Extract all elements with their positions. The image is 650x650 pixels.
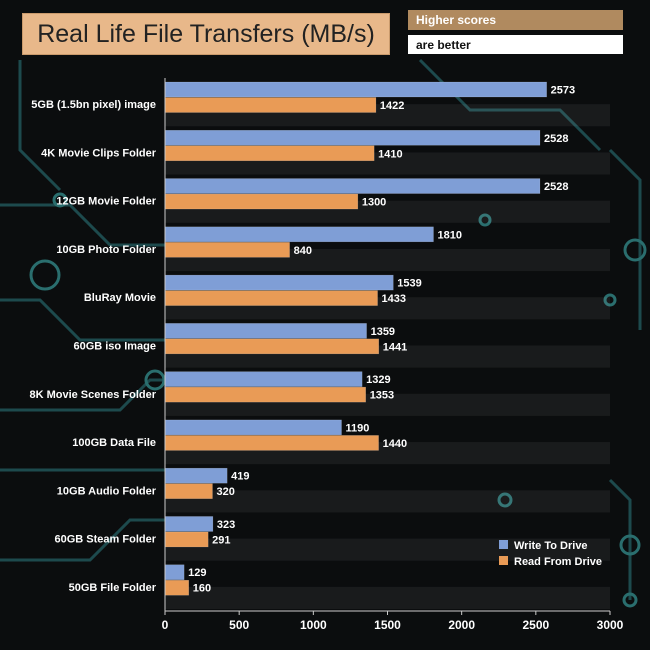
data-label: 129 xyxy=(188,567,206,579)
data-label: 1329 xyxy=(366,374,390,386)
data-label: 1300 xyxy=(362,197,386,209)
write-bar xyxy=(164,274,394,291)
category-label: 100GB Data File xyxy=(72,437,156,449)
data-label: 2528 xyxy=(544,181,568,193)
circuit-node xyxy=(497,492,513,508)
circuit-trace xyxy=(18,60,62,192)
data-label: 1810 xyxy=(437,229,461,241)
read-bar xyxy=(164,242,290,258)
data-label: 160 xyxy=(193,583,211,595)
x-tick-label: 1500 xyxy=(374,618,401,632)
row-band xyxy=(165,490,610,513)
write-bar xyxy=(164,130,541,146)
write-bar xyxy=(164,226,434,243)
write-bar xyxy=(164,81,547,98)
write-bar xyxy=(164,371,363,387)
data-label: 1539 xyxy=(397,278,421,290)
x-tick-label: 3000 xyxy=(597,618,624,632)
write-bar xyxy=(164,467,228,484)
circuit-node xyxy=(623,238,647,262)
category-label: BluRay Movie xyxy=(84,292,156,304)
circuit-node xyxy=(622,592,638,608)
read-bar xyxy=(164,483,213,499)
category-label: 50GB File Folder xyxy=(69,582,157,594)
row-band xyxy=(165,586,610,609)
read-bar xyxy=(164,531,209,548)
write-bar xyxy=(164,178,541,194)
data-label: 840 xyxy=(294,245,312,257)
circuit-node xyxy=(603,293,617,307)
category-label: 60GB Steam Folder xyxy=(55,534,157,546)
data-label: 1353 xyxy=(370,390,394,402)
circuit-trace xyxy=(0,378,165,412)
row-band xyxy=(165,538,610,561)
read-bar xyxy=(164,435,379,451)
category-label: 5GB (1.5bn pixel) image xyxy=(31,99,156,111)
read-bar xyxy=(164,193,359,210)
data-label: 320 xyxy=(216,486,234,498)
write-bar xyxy=(164,419,342,436)
legend-swatch-read xyxy=(499,556,508,565)
category-label: 12GB Movie Folder xyxy=(56,196,156,208)
data-label: 1441 xyxy=(383,341,407,353)
x-tick-label: 2500 xyxy=(522,618,549,632)
write-bar xyxy=(164,516,214,532)
data-label: 1422 xyxy=(380,100,404,112)
data-label: 1410 xyxy=(378,148,402,160)
data-label: 1190 xyxy=(346,422,370,434)
write-bar xyxy=(164,564,185,580)
data-label: 1359 xyxy=(371,326,395,338)
legend-label-read: Read From Drive xyxy=(514,556,602,568)
category-label: 60GB iso Image xyxy=(73,341,156,353)
data-label: 2573 xyxy=(551,85,575,97)
category-label: 10GB Photo Folder xyxy=(56,244,156,256)
legend-swatch-write xyxy=(499,540,508,549)
data-label: 2528 xyxy=(544,133,568,145)
circuit-node xyxy=(144,369,166,391)
read-bar xyxy=(164,386,366,403)
category-label: 4K Movie Clips Folder xyxy=(41,147,157,159)
x-tick-label: 500 xyxy=(229,618,249,632)
note-are-better: are better xyxy=(408,35,623,54)
write-bar xyxy=(164,323,367,339)
data-label: 291 xyxy=(212,534,230,546)
data-label: 419 xyxy=(231,471,249,483)
circuit-trace xyxy=(608,478,632,600)
circuit-node xyxy=(478,213,492,227)
read-bar xyxy=(164,97,377,113)
data-label: 1433 xyxy=(382,293,406,305)
read-bar xyxy=(164,145,375,162)
circuit-node xyxy=(619,534,641,556)
circuit-trace xyxy=(0,518,165,562)
x-tick-label: 0 xyxy=(162,618,169,632)
x-tick-label: 2000 xyxy=(448,618,475,632)
category-label: 8K Movie Scenes Folder xyxy=(29,389,156,401)
circuit-trace xyxy=(0,298,165,342)
legend-label-write: Write To Drive xyxy=(514,540,588,552)
category-label: 10GB Audio Folder xyxy=(57,485,157,497)
circuit-trace xyxy=(608,148,642,330)
read-bar xyxy=(164,338,379,355)
x-tick-label: 1000 xyxy=(300,618,327,632)
chart-title: Real Life File Transfers (MB/s) xyxy=(22,13,390,55)
circuit-node xyxy=(52,192,68,208)
circuit-trace xyxy=(0,203,165,247)
circuit-node xyxy=(29,259,61,291)
circuit-background xyxy=(0,58,647,608)
read-bar xyxy=(164,579,189,596)
data-label: 1440 xyxy=(383,438,407,450)
read-bar xyxy=(164,290,378,306)
data-label: 323 xyxy=(217,519,235,531)
note-higher-scores: Higher scores xyxy=(408,10,623,30)
